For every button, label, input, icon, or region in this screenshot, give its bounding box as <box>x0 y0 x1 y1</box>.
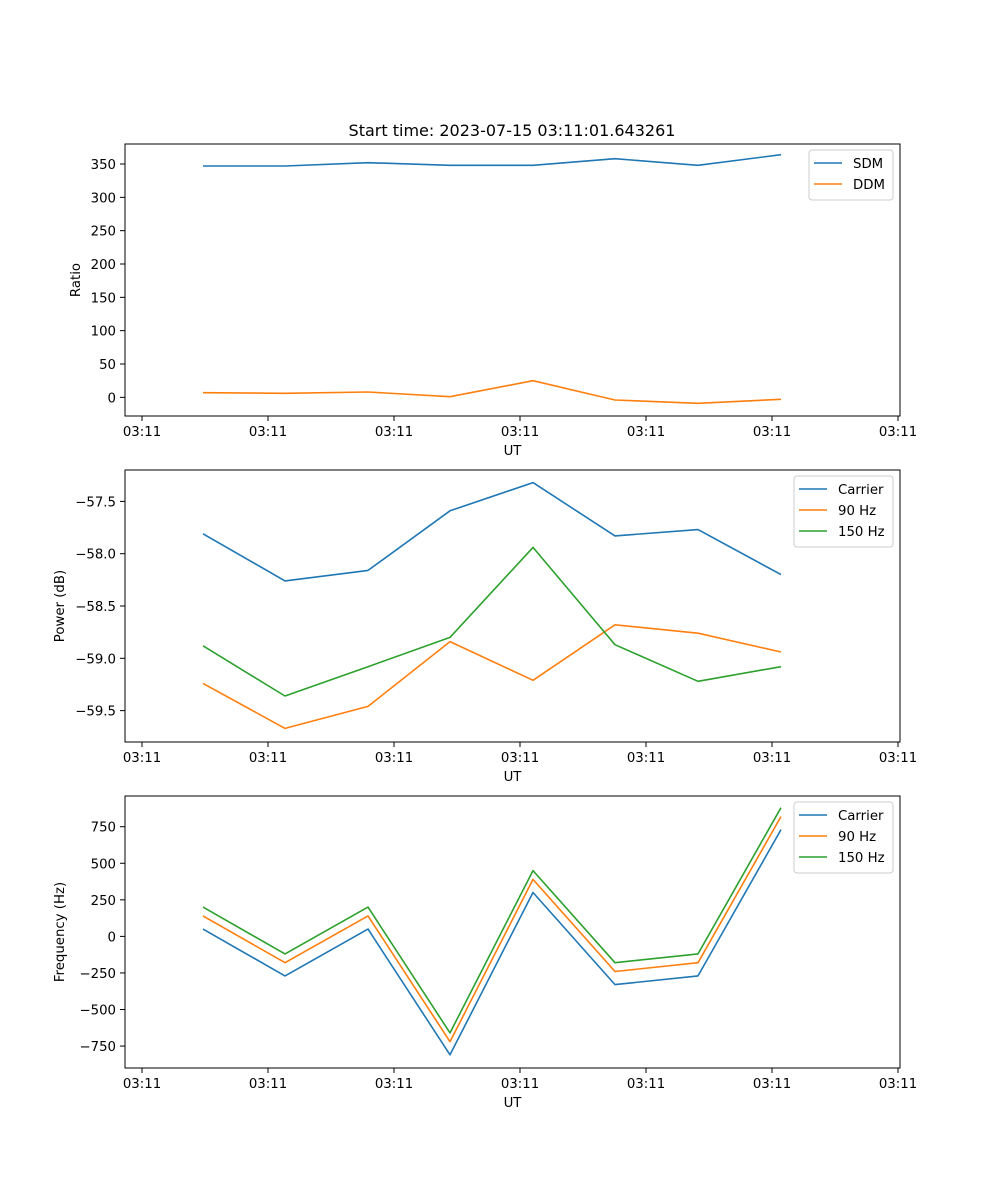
x-tick-label: 03:11 <box>879 751 917 766</box>
series-line-ddm <box>202 379 782 405</box>
series-line-sdm <box>203 153 782 167</box>
axes-frame <box>124 143 901 417</box>
x-tick-label: 03:11 <box>627 1077 665 1092</box>
x-tick-label: 03:11 <box>249 425 287 440</box>
legend-box <box>793 475 894 548</box>
x-axis-label: UT <box>504 444 523 459</box>
legend-label: Carrier <box>838 809 884 824</box>
x-tick-label: 03:11 <box>249 1077 287 1092</box>
legend: Carrier 90 Hz 150 Hz <box>793 801 894 874</box>
y-tick-label: 150 <box>91 291 116 306</box>
y-tick-label: 100 <box>91 325 116 340</box>
y-axis-label: Ratio <box>69 263 84 297</box>
x-tick-label: 03:11 <box>753 425 791 440</box>
legend-box <box>793 801 894 874</box>
series-line-carrier <box>202 481 782 582</box>
x-tick-label: 03:11 <box>501 1077 539 1092</box>
y-tick-label: 300 <box>91 191 116 206</box>
series-line-90-hz <box>202 816 782 1043</box>
figure-title: Start time: 2023-07-15 03:11:01.643261 <box>349 121 676 140</box>
series-line-carrier <box>202 829 782 1056</box>
y-tick-label: −500 <box>79 1004 116 1019</box>
x-tick-label: 03:11 <box>753 1077 791 1092</box>
legend: SDM DDM <box>808 149 894 201</box>
x-tick-label: 03:11 <box>249 751 287 766</box>
y-tick-label: 500 <box>91 857 116 872</box>
y-tick-label: −59.0 <box>75 652 116 667</box>
y-tick-label: 0 <box>108 930 116 945</box>
series-line-150-hz <box>202 546 782 697</box>
x-tick-label: 03:11 <box>375 1077 413 1092</box>
y-tick-label: 250 <box>91 225 116 240</box>
y-tick-label: 750 <box>91 821 116 836</box>
chart-panel-1: 03:11 03:11 03:11 03:11 03:11 03:11 03:11 0 50 10… <box>69 143 917 459</box>
y-tick-label: −58.0 <box>75 548 116 563</box>
x-tick-label: 03:11 <box>753 751 791 766</box>
panels: 03:11 03:11 03:11 03:11 03:11 03:11 03:11 0 50 10… <box>53 143 917 1111</box>
x-tick-label: 03:11 <box>123 751 161 766</box>
series-line-90-hz <box>202 623 782 730</box>
x-tick-label: 03:11 <box>123 425 161 440</box>
y-tick-label: −750 <box>79 1040 116 1055</box>
legend-label: 90 Hz <box>838 504 876 519</box>
y-tick-label: 50 <box>99 358 116 373</box>
legend-label: 90 Hz <box>838 830 876 845</box>
y-axis-label: Power (dB) <box>53 570 68 642</box>
series-line-150-hz <box>202 807 782 1034</box>
y-tick-label: −57.5 <box>75 495 116 510</box>
y-tick-label: 0 <box>108 391 116 406</box>
axes-frame <box>124 469 901 743</box>
y-tick-label: −250 <box>79 967 116 982</box>
y-tick-label: 250 <box>91 894 116 909</box>
legend: Carrier 90 Hz 150 Hz <box>793 475 894 548</box>
x-axis-label: UT <box>504 1096 523 1111</box>
x-tick-label: 03:11 <box>879 425 917 440</box>
x-tick-label: 03:11 <box>501 751 539 766</box>
y-tick-label: −59.5 <box>75 705 116 720</box>
x-tick-label: 03:11 <box>627 425 665 440</box>
x-tick-label: 03:11 <box>123 1077 161 1092</box>
y-tick-label: −58.5 <box>75 600 116 615</box>
chart-panel-2: 03:11 03:11 03:11 03:11 03:11 03:11 03:11 −59.5… <box>53 469 917 785</box>
legend-label: 150 Hz <box>838 525 885 540</box>
legend-label: Carrier <box>838 483 884 498</box>
chart-panel-3: 03:11 03:11 03:11 03:11 03:11 03:11 03:11 −750 −… <box>53 795 917 1111</box>
x-tick-label: 03:11 <box>375 425 413 440</box>
legend-label: SDM <box>853 157 883 172</box>
x-tick-label: 03:11 <box>375 751 413 766</box>
legend-label: DDM <box>853 178 885 193</box>
x-tick-label: 03:11 <box>627 751 665 766</box>
y-tick-label: 350 <box>91 158 116 173</box>
axes-frame <box>124 795 901 1069</box>
x-tick-label: 03:11 <box>501 425 539 440</box>
x-tick-label: 03:11 <box>879 1077 917 1092</box>
x-axis-label: UT <box>504 770 523 785</box>
y-tick-label: 200 <box>91 258 116 273</box>
legend-label: 150 Hz <box>838 851 885 866</box>
y-axis-label: Frequency (Hz) <box>53 882 68 982</box>
